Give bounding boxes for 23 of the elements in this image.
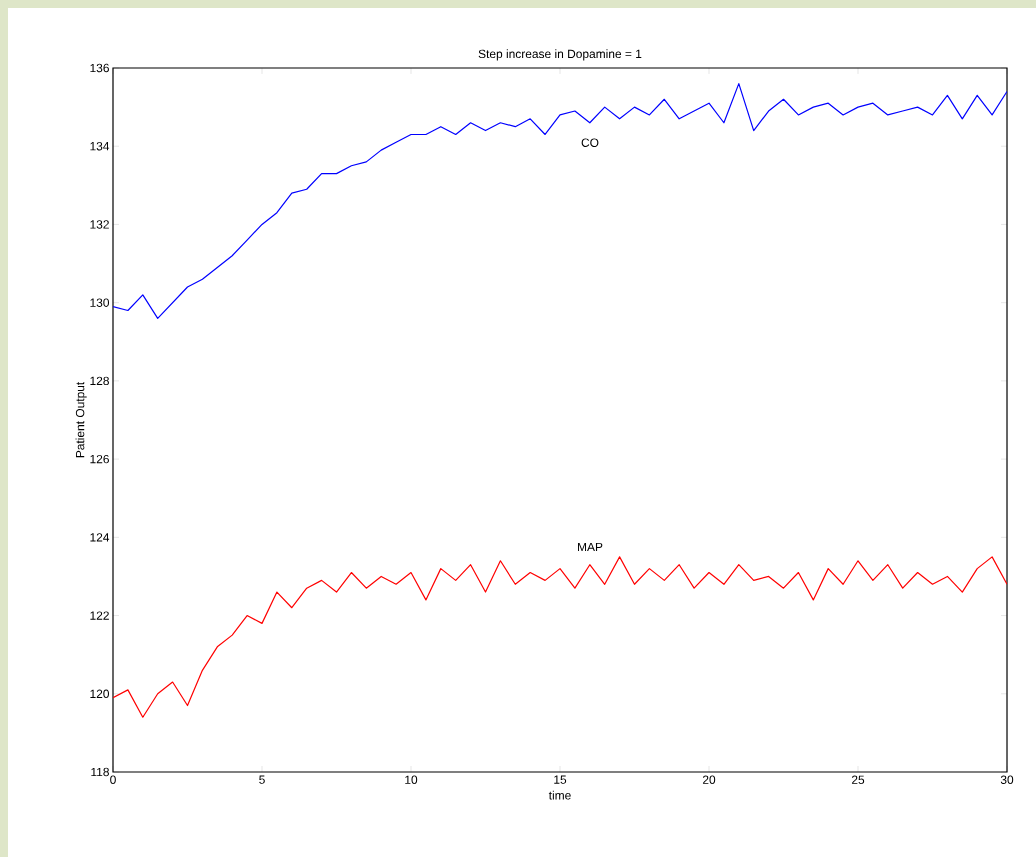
line-series bbox=[113, 556, 1008, 718]
y-tick-label: 126 bbox=[90, 454, 109, 464]
y-tick-label: 128 bbox=[90, 376, 109, 386]
y-axis-title: Patient Output bbox=[75, 381, 87, 458]
x-tick-label: 15 bbox=[554, 775, 567, 784]
y-tick-label: 118 bbox=[91, 767, 109, 777]
x-tick-label: 25 bbox=[851, 775, 865, 784]
y-tick-label: 132 bbox=[90, 220, 109, 229]
y-tick-label: 136 bbox=[90, 63, 109, 73]
chart-title: Step increase in Dopamine = 1 bbox=[478, 49, 642, 61]
x-tick-label: 0 bbox=[110, 775, 116, 784]
series-label: CO bbox=[581, 138, 599, 147]
x-axis-title: time bbox=[548, 790, 571, 800]
y-tick-label: 134 bbox=[90, 141, 110, 151]
y-tick-label: 130 bbox=[90, 298, 110, 307]
x-tick-label: 30 bbox=[1000, 775, 1014, 784]
x-tick-label: 20 bbox=[702, 775, 716, 784]
y-tick-label: 122 bbox=[90, 611, 109, 620]
y-tick-label: 120 bbox=[90, 689, 110, 698]
x-tick-label: 10 bbox=[405, 775, 418, 784]
series-label: MAP bbox=[578, 542, 603, 552]
x-tick-label: 5 bbox=[259, 775, 265, 784]
y-tick-label: 124 bbox=[90, 533, 110, 542]
